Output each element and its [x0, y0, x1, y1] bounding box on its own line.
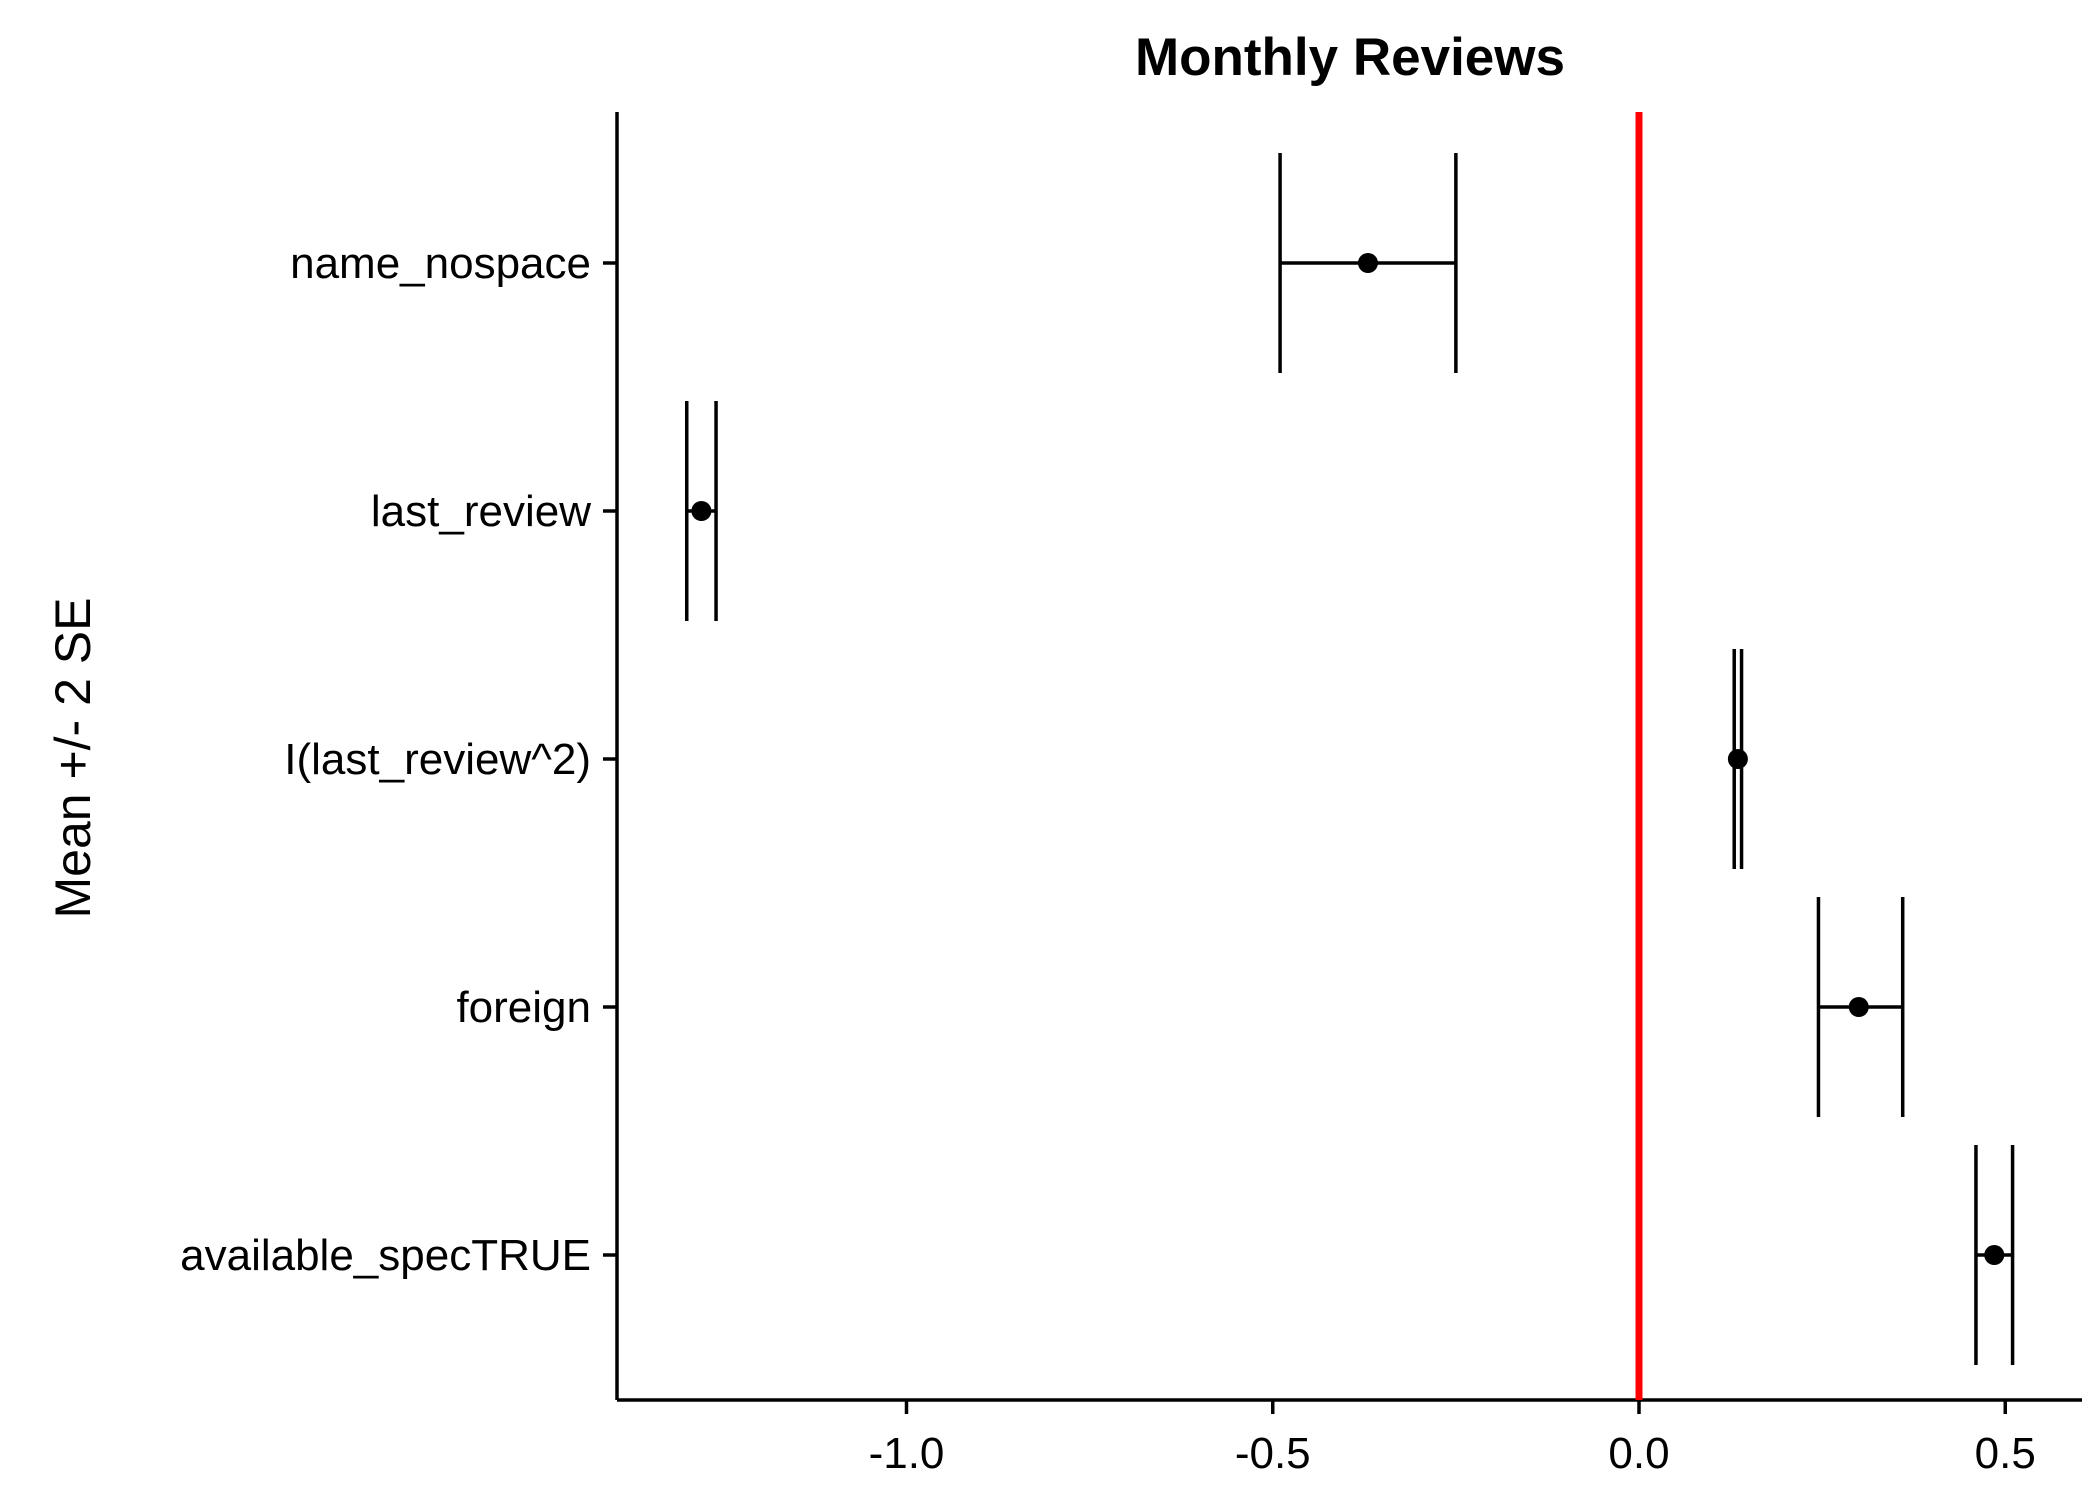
y-tick-label: name_nospace — [290, 239, 591, 288]
mean-point — [691, 501, 712, 521]
y-tick-label: I(last_review^2) — [284, 735, 591, 784]
y-axis-title: Mean +/- 2 SE — [45, 598, 101, 919]
x-tick-label: 0.0 — [1608, 1429, 1669, 1478]
mean-point — [1357, 253, 1378, 273]
plot-area: -1.0 -0.5 0.0 0.5 name_nospace last_review I(l… — [180, 112, 2082, 1478]
chart-title: Monthly Reviews — [1135, 28, 1565, 87]
y-tick-label: available_specTRUE — [180, 1231, 591, 1280]
y-tick-label: foreign — [456, 983, 591, 1032]
x-tick-label: -1.0 — [869, 1429, 945, 1478]
mean-point — [1848, 997, 1869, 1017]
y-tick-label: last_review — [371, 487, 591, 536]
mean-point — [1984, 1245, 2005, 1265]
x-tick-label: 0.5 — [1975, 1429, 2036, 1478]
mean-point — [1727, 749, 1748, 769]
x-tick-label: -0.5 — [1235, 1429, 1311, 1478]
